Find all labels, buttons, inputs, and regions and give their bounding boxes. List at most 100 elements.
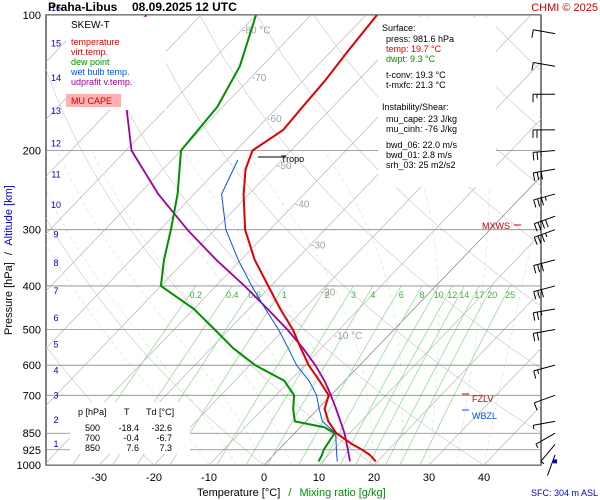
table-row-p: 850 (85, 443, 100, 453)
wind-barb-staff (547, 454, 556, 476)
station-name: Praha-Libus (48, 0, 118, 14)
surface-press: press: 981.6 hPa (386, 34, 454, 44)
altitude-tick-label: 12 (51, 138, 61, 148)
surface-wind-marker (553, 459, 557, 464)
wind-barb (540, 444, 556, 465)
dry-adiabat (256, 15, 541, 307)
dry-adiabat (313, 15, 541, 246)
wind-barb-flag (540, 171, 543, 180)
mu-cape-label: MU CAPE (71, 96, 112, 106)
wind-barb-staff (533, 62, 556, 67)
table-header-t: T (124, 407, 130, 417)
wind-barb (532, 149, 556, 161)
table-row-td: -32.6 (151, 423, 172, 433)
wind-barb-flag (537, 235, 542, 244)
isotherm (428, 347, 541, 465)
wind-barb-flag (531, 62, 534, 71)
instability-title: Instability/Shear: (382, 102, 449, 112)
altitude-tick-label: 10 (51, 200, 61, 210)
wind-barb-flag (537, 198, 541, 207)
table-row-t: -0.4 (123, 433, 139, 443)
wind-barb (532, 129, 556, 138)
mxws-marker: MXWS (482, 221, 521, 231)
mixing-ratio-label: 20 (487, 290, 497, 300)
isotherm-label: -30 (311, 240, 326, 251)
wind-barb-staff (534, 229, 556, 238)
wind-barb-flag (536, 312, 540, 321)
altitude-tick-label: 11 (51, 170, 60, 180)
y-axis-title: Pressure [hPa] / Altitude [km] (3, 185, 15, 335)
legend-title: SKEW-T (71, 20, 110, 31)
pressure-tick-label: 100 (23, 10, 41, 22)
table-row-td: 7.3 (159, 443, 172, 453)
wind-barb (533, 285, 556, 300)
bwd06-value: bwd_06: 22.0 m/s (386, 140, 458, 150)
mixing-ratio-label: 14 (459, 290, 469, 300)
altitude-tick-label: 9 (53, 230, 58, 240)
temperature-curve (242, 15, 378, 463)
wind-barb-flag (537, 222, 542, 231)
altitude-tick-label: 14 (51, 73, 61, 83)
table-row-t: -18.4 (118, 423, 139, 433)
pressure-tick-label: 850 (23, 428, 41, 440)
wind-barb (532, 329, 556, 342)
x-axis-title-temp: Temperature [°C] (197, 487, 280, 499)
wind-barb-staff (540, 444, 556, 462)
dewpoint-curve (159, 15, 336, 462)
legend-parcel: udprafit v.temp. (71, 77, 132, 87)
mu-cinh-value: mu_cinh: -76 J/kg (386, 124, 457, 134)
wind-barb (533, 364, 556, 379)
wind-barb-flag (532, 333, 536, 342)
wind-barb-staff (533, 285, 556, 293)
mu-cape-badge (66, 94, 121, 107)
wind-barb (547, 454, 556, 476)
wind-barb (535, 432, 556, 448)
mixing-ratio-label: 12 (447, 290, 457, 300)
wind-barb-flag (531, 29, 534, 38)
isotherm (263, 175, 541, 465)
isotherm (153, 61, 541, 465)
table-row-p: 500 (85, 423, 100, 433)
legend: SKEW-T temperature virt.temp. dew point … (66, 17, 166, 110)
surface-dwpt: dwpt: 9.3 °C (386, 54, 436, 64)
wind-barb-flag (545, 233, 548, 238)
wind-barb-flag (540, 289, 544, 298)
altitude-tick-label: 7 (53, 286, 58, 296)
altitude-tick-label: 15 (51, 38, 61, 48)
pressure-tick-label: 925 (23, 445, 41, 457)
mixing-ratio-label: 25 (505, 290, 515, 300)
table-header-td: Td [°C] (146, 407, 174, 417)
wind-barb-flag (540, 311, 543, 316)
wind-barb (531, 29, 556, 38)
wind-barb-staff (533, 259, 556, 266)
info-panel: Surface: press: 981.6 hPa temp: 19.7 °C … (378, 17, 496, 187)
wind-barb-flag (533, 265, 537, 274)
wind-barb-flag (541, 234, 545, 243)
wind-barb-flag (533, 237, 538, 245)
wind-barb-staff (534, 215, 556, 225)
isotherm-label: -80 °C (242, 26, 270, 37)
isotherm-label: -10 °C (334, 331, 362, 342)
wind-barb (532, 168, 556, 181)
y-axis-title-sep: / (3, 251, 15, 255)
pressure-tick-label: 200 (23, 145, 41, 157)
x-axis-title: Temperature [°C] / Mixing ratio [g/kg] (197, 487, 386, 499)
pressure-tick-label: 1000 (17, 460, 41, 472)
mixing-ratio-label: 6 (399, 290, 404, 300)
mixing-ratio-label: 1 (282, 290, 287, 300)
wind-barb (533, 215, 556, 232)
mixing-ratio-label: 17 (474, 290, 484, 300)
wind-barb-flag (532, 172, 536, 181)
wind-barb-flag (537, 290, 541, 299)
wind-barb (532, 420, 556, 430)
altitude-tick-label: 5 (53, 340, 58, 350)
isotherm-label: -60 (267, 114, 282, 125)
mixing-ratio-label: 0.2 (189, 290, 202, 300)
isotherm (373, 290, 541, 465)
wind-barb-staff (534, 394, 556, 404)
wind-barb-flag (533, 199, 537, 208)
altitude-tick-label: 16 (51, 3, 61, 13)
wind-barb (533, 229, 556, 245)
mu-cape-value: mu_cape: 23 J/kg (386, 114, 457, 124)
wind-barb-flag (545, 219, 549, 228)
